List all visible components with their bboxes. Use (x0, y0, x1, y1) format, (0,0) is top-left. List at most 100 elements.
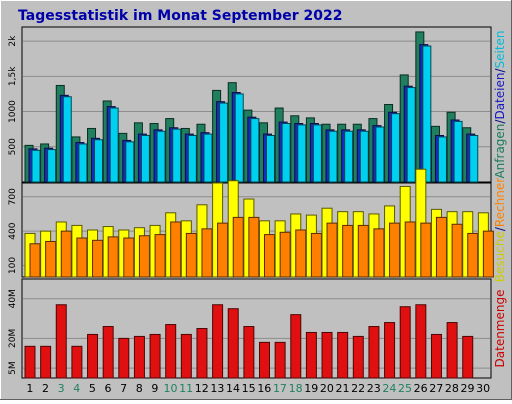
bar-top-seiten-day-29 (469, 135, 479, 183)
bar-top-seiten-day-7 (125, 141, 135, 183)
bar-mid-rechner-day-2 (45, 240, 57, 278)
bar-bot-datenmenge-day-20 (321, 331, 333, 379)
bar-bot-datenmenge-day-12 (196, 328, 208, 379)
bar-mid-rechner-day-26 (420, 222, 432, 278)
bar-mid-rechner-day-23 (373, 228, 385, 278)
bar-mid-rechner-day-16 (264, 234, 275, 278)
bar-mid-rechner-day-17 (279, 231, 291, 278)
legend-entry: / (493, 68, 507, 73)
bar-mid-rechner-day-22 (357, 224, 369, 278)
bar-mid-rechner-day-1 (29, 243, 41, 278)
panel-mid-ytick-label: 400 (8, 222, 18, 239)
bar-mid-rechner-day-12 (201, 228, 213, 278)
bar-top-seiten-day-21 (344, 130, 354, 183)
day-label: 3 (58, 382, 65, 395)
day-label: 28 (445, 382, 459, 395)
day-label: 22 (351, 382, 365, 395)
bar-bot-datenmenge-day-27 (430, 333, 442, 379)
bar-top-seiten-day-9 (156, 130, 166, 183)
bar-bot-datenmenge-day-16 (259, 341, 270, 379)
day-label: 29 (461, 382, 475, 395)
bar-mid-rechner-day-20 (326, 222, 338, 278)
bar-mid-rechner-day-21 (342, 224, 354, 278)
bar-top-seiten-day-5 (94, 139, 104, 183)
bar-mid-rechner-day-29 (467, 232, 479, 278)
bar-mid-rechner-day-10 (170, 221, 182, 278)
bar-top-seiten-day-19 (312, 124, 322, 183)
bar-top-seiten-day-8 (140, 135, 150, 183)
panel-top-ytick-label: 1000 (8, 100, 18, 123)
bar-bot-datenmenge-day-14 (227, 308, 239, 379)
bar-mid-rechner-day-15 (248, 216, 260, 278)
panel-mid-legend: Besuche/Rechner (493, 178, 507, 282)
bar-top-seiten-day-12 (203, 133, 213, 183)
day-label: 21 (335, 382, 349, 395)
bar-bot-datenmenge-day-13 (212, 304, 224, 379)
bar-top-seiten-day-25 (406, 87, 416, 183)
bar-mid-rechner-day-8 (138, 235, 150, 278)
day-label: 20 (320, 382, 334, 395)
panel-mid-ytick-label: 700 (8, 188, 18, 205)
legend-entry: Rechner (493, 178, 507, 227)
bar-bot-datenmenge-day-21 (337, 331, 349, 379)
day-label: 1 (26, 382, 33, 395)
bar-top-seiten-day-11 (187, 135, 197, 183)
bar-mid-rechner-day-11 (185, 232, 197, 278)
day-label: 14 (226, 382, 240, 395)
bar-bot-datenmenge-day-1 (24, 345, 36, 379)
day-label: 30 (476, 382, 490, 395)
bar-top-seiten-day-28 (453, 120, 463, 183)
bar-bot-datenmenge-day-23 (368, 326, 380, 379)
bar-mid-rechner-day-9 (154, 234, 166, 278)
bar-bot-datenmenge-day-8 (133, 335, 145, 379)
bar-mid-rechner-day-5 (92, 239, 104, 278)
bar-mid-rechner-day-24 (389, 222, 401, 278)
bar-bot-datenmenge-day-5 (87, 333, 99, 379)
bar-top-seiten-day-22 (359, 130, 369, 183)
day-label: 24 (382, 382, 396, 395)
bar-top-seiten-day-20 (328, 130, 338, 183)
bar-mid-rechner-day-30 (482, 230, 494, 278)
panel-mid: 100 400 700 Besuche/Rechner (8, 168, 507, 282)
day-label: 5 (89, 382, 96, 395)
bar-bot-datenmenge-day-19 (305, 331, 317, 379)
legend-entry: Datenmenge (493, 290, 507, 368)
bar-bot-datenmenge-day-11 (180, 333, 192, 379)
bar-mid-rechner-day-28 (451, 223, 463, 278)
panel-top-ytick-label: 1,5k (8, 66, 18, 86)
bar-mid-rechner-day-27 (435, 216, 447, 278)
bar-top-seiten-day-4 (78, 143, 88, 183)
bar-mid-rechner-day-6 (107, 236, 119, 278)
bar-bot-datenmenge-day-22 (352, 335, 364, 379)
panel-bot-ytick-label: 40M (8, 289, 18, 308)
bar-bot-datenmenge-day-29 (462, 335, 474, 379)
bar-top-seiten-day-17 (281, 123, 291, 183)
panel-bot-legend: Datenmenge (493, 290, 507, 368)
bar-mid-rechner-day-25 (404, 221, 416, 278)
bar-bot-datenmenge-day-28 (446, 322, 458, 379)
bar-top-seiten-day-3 (62, 96, 72, 183)
bar-top-seiten-day-23 (375, 126, 385, 183)
panel-bot: 5M 20M 40M Datenmenge (8, 278, 507, 379)
bar-top-seiten-day-27 (437, 136, 447, 183)
day-label: 2 (42, 382, 49, 395)
bar-top-seiten-day-24 (391, 113, 401, 183)
bar-mid-rechner-day-18 (295, 229, 307, 278)
bar-bot-datenmenge-day-9 (149, 333, 161, 379)
panel-mid-ytick-label: 100 (8, 257, 18, 274)
day-label: 17 (273, 382, 287, 395)
bar-top-seiten-day-16 (266, 135, 275, 183)
day-label: 10 (164, 382, 178, 395)
legend-entry: Besuche (493, 231, 507, 282)
bar-bot-datenmenge-day-25 (399, 306, 411, 379)
bar-top-seiten-day-13 (219, 102, 229, 183)
legend-entry: Dateien (493, 73, 507, 120)
day-label: 26 (414, 382, 428, 395)
day-label: 27 (429, 382, 443, 395)
day-label: 8 (136, 382, 143, 395)
bar-mid-rechner-day-13 (217, 222, 229, 278)
day-label: 15 (242, 382, 256, 395)
bar-mid-rechner-day-19 (310, 232, 322, 278)
